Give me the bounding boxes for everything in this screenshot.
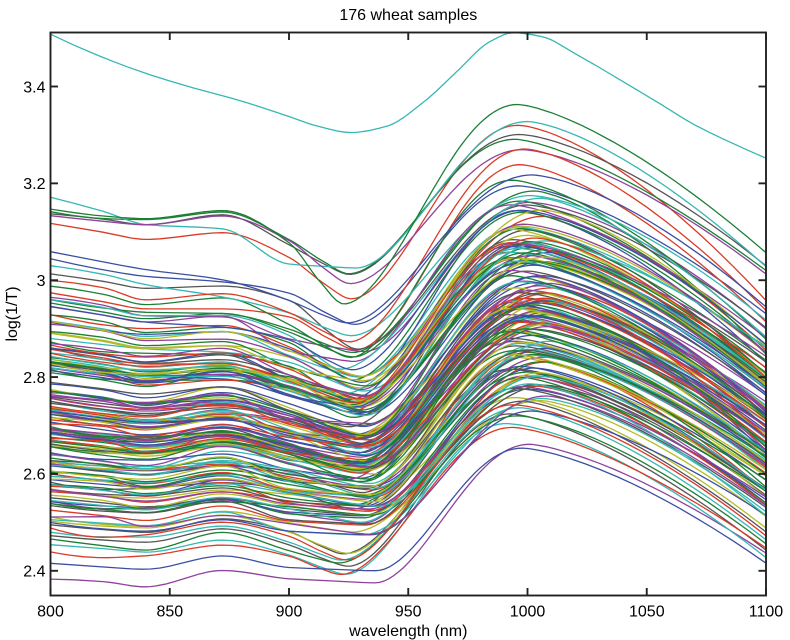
svg-text:wavelength (nm): wavelength (nm) [348,623,467,640]
svg-text:3.4: 3.4 [23,79,45,96]
svg-text:2.4: 2.4 [23,564,45,581]
svg-text:800: 800 [37,603,64,620]
svg-text:2.6: 2.6 [23,467,45,484]
svg-text:176 wheat samples: 176 wheat samples [339,7,477,24]
svg-text:1000: 1000 [510,603,546,620]
svg-text:900: 900 [276,603,303,620]
svg-text:3: 3 [37,273,46,290]
svg-text:950: 950 [395,603,422,620]
svg-text:2.8: 2.8 [23,370,45,387]
svg-text:1050: 1050 [629,603,665,620]
svg-text:3.2: 3.2 [23,176,45,193]
svg-text:850: 850 [156,603,183,620]
svg-text:log(1/T): log(1/T) [4,286,21,341]
svg-text:1100: 1100 [749,603,784,620]
